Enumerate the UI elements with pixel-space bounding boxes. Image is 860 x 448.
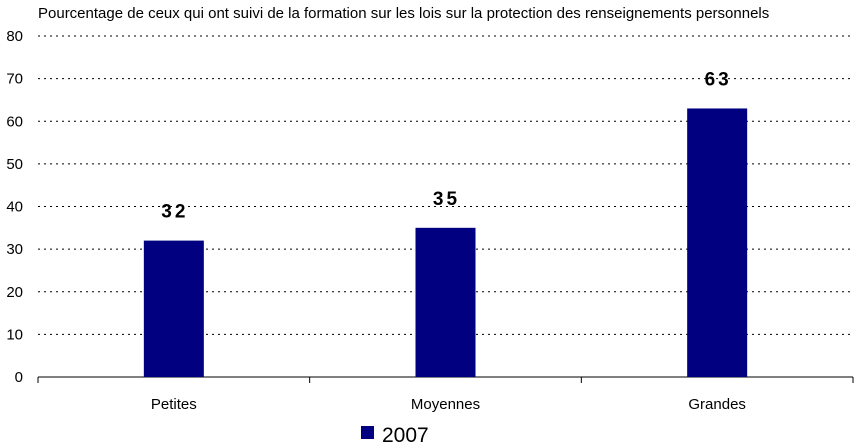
bar-petites bbox=[143, 240, 204, 377]
y-tick-label-80: 80 bbox=[6, 28, 23, 45]
legend-label-2007: 2007 bbox=[382, 424, 429, 447]
x-axis: Petites Moyennes Grandes bbox=[37, 376, 854, 413]
y-tick-label-30: 30 bbox=[6, 241, 23, 258]
x-tick-label-moyennes: Moyennes bbox=[411, 396, 480, 413]
y-tick-label-50: 50 bbox=[6, 156, 23, 173]
y-tick-label-40: 40 bbox=[6, 199, 23, 216]
y-tick-label-70: 70 bbox=[6, 71, 23, 88]
bar-grandes bbox=[687, 108, 748, 378]
y-tick-label-60: 60 bbox=[6, 113, 23, 130]
bars bbox=[143, 108, 748, 378]
data-labels: 32 35 63 bbox=[161, 69, 732, 223]
x-tick-label-petites: Petites bbox=[151, 396, 197, 413]
x-tick-label-grandes: Grandes bbox=[688, 396, 746, 413]
bar-moyennes bbox=[415, 227, 476, 377]
y-axis: 0 10 20 30 40 50 60 70 80 bbox=[6, 28, 23, 386]
y-tick-label-10: 10 bbox=[6, 326, 23, 343]
chart-title: Pourcentage de ceux qui ont suivi de la … bbox=[38, 5, 769, 22]
data-label-grandes: 63 bbox=[705, 69, 732, 90]
legend: 2007 bbox=[361, 424, 429, 447]
legend-swatch-2007 bbox=[361, 426, 374, 439]
y-tick-label-20: 20 bbox=[6, 284, 23, 301]
data-label-petites: 32 bbox=[161, 202, 188, 223]
data-label-moyennes: 35 bbox=[433, 189, 460, 210]
y-tick-label-0: 0 bbox=[15, 369, 23, 386]
